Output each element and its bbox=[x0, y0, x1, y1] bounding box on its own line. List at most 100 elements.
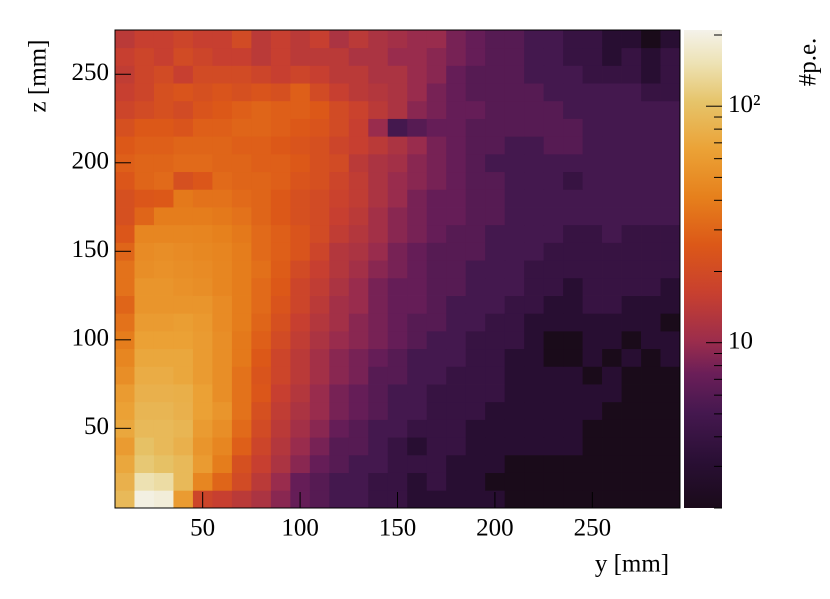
cell bbox=[524, 472, 545, 491]
cell bbox=[231, 118, 252, 137]
cell bbox=[329, 472, 350, 491]
x-tick-label: 250 bbox=[574, 515, 612, 542]
cell bbox=[465, 207, 486, 226]
cell bbox=[329, 437, 350, 456]
cell bbox=[465, 437, 486, 456]
cell bbox=[115, 30, 135, 49]
cell bbox=[621, 65, 642, 84]
cell bbox=[660, 207, 681, 226]
cell bbox=[426, 207, 447, 226]
cell bbox=[309, 153, 330, 173]
cell bbox=[524, 260, 545, 279]
cell bbox=[602, 419, 622, 438]
cell bbox=[173, 153, 194, 173]
cell bbox=[173, 30, 194, 49]
cell bbox=[309, 30, 330, 49]
cell bbox=[348, 454, 369, 473]
cell bbox=[309, 313, 330, 332]
cell bbox=[641, 171, 661, 190]
cell bbox=[621, 384, 642, 403]
cell bbox=[134, 189, 155, 208]
cell bbox=[543, 277, 564, 296]
cell bbox=[153, 419, 174, 438]
colorbar bbox=[684, 30, 722, 508]
cell bbox=[524, 153, 545, 173]
cell bbox=[563, 313, 583, 332]
y-tick-label: 50 bbox=[84, 413, 109, 440]
cell bbox=[582, 277, 603, 296]
cell bbox=[348, 30, 369, 49]
cell bbox=[348, 207, 369, 226]
cell bbox=[446, 277, 467, 296]
cell bbox=[115, 189, 135, 208]
cell bbox=[192, 171, 213, 190]
cell bbox=[660, 454, 681, 473]
cell bbox=[192, 260, 213, 279]
cell bbox=[621, 260, 642, 279]
cell bbox=[407, 224, 428, 243]
cell bbox=[660, 189, 681, 208]
cell bbox=[524, 419, 545, 438]
cell bbox=[407, 437, 428, 456]
cell bbox=[660, 295, 681, 314]
cell bbox=[621, 224, 642, 243]
cell bbox=[115, 454, 135, 473]
cell bbox=[212, 189, 233, 208]
cell bbox=[270, 295, 291, 314]
cell bbox=[270, 118, 291, 137]
cell bbox=[446, 189, 467, 208]
cell bbox=[602, 330, 622, 350]
cell bbox=[602, 454, 622, 473]
cell bbox=[329, 83, 350, 102]
cell bbox=[621, 171, 642, 190]
cell bbox=[290, 419, 311, 438]
cell bbox=[485, 30, 506, 49]
cell bbox=[387, 330, 408, 350]
cell bbox=[192, 47, 213, 66]
cell bbox=[115, 437, 135, 456]
cell bbox=[543, 100, 564, 119]
cell bbox=[407, 136, 428, 155]
cell bbox=[524, 313, 545, 332]
cell bbox=[582, 153, 603, 173]
cell bbox=[621, 330, 642, 350]
cell bbox=[270, 348, 291, 367]
cell bbox=[251, 189, 272, 208]
cell bbox=[602, 295, 622, 314]
cell bbox=[621, 277, 642, 296]
cell bbox=[231, 136, 252, 155]
cell bbox=[192, 136, 213, 155]
cell bbox=[485, 313, 506, 332]
cell bbox=[563, 490, 583, 509]
cell bbox=[446, 30, 467, 49]
cell bbox=[660, 242, 681, 261]
cell bbox=[231, 419, 252, 438]
cell bbox=[368, 100, 389, 119]
cell bbox=[582, 437, 603, 456]
cell bbox=[641, 153, 661, 173]
cell bbox=[465, 295, 486, 314]
cell bbox=[485, 118, 506, 137]
cell bbox=[348, 118, 369, 137]
cell bbox=[641, 277, 661, 296]
cell bbox=[543, 136, 564, 155]
cell bbox=[563, 136, 583, 155]
cell bbox=[602, 490, 622, 509]
cell bbox=[290, 295, 311, 314]
x-axis-label: y [mm] bbox=[595, 551, 669, 578]
cell bbox=[153, 472, 174, 491]
cell bbox=[602, 207, 622, 226]
cell bbox=[251, 295, 272, 314]
cell bbox=[270, 330, 291, 350]
cell bbox=[543, 207, 564, 226]
cell bbox=[660, 419, 681, 438]
cell bbox=[348, 171, 369, 190]
cell bbox=[348, 330, 369, 350]
cell bbox=[563, 295, 583, 314]
cell bbox=[563, 260, 583, 279]
cell bbox=[309, 348, 330, 367]
cell bbox=[465, 136, 486, 155]
cell bbox=[115, 277, 135, 296]
cell bbox=[504, 30, 525, 49]
